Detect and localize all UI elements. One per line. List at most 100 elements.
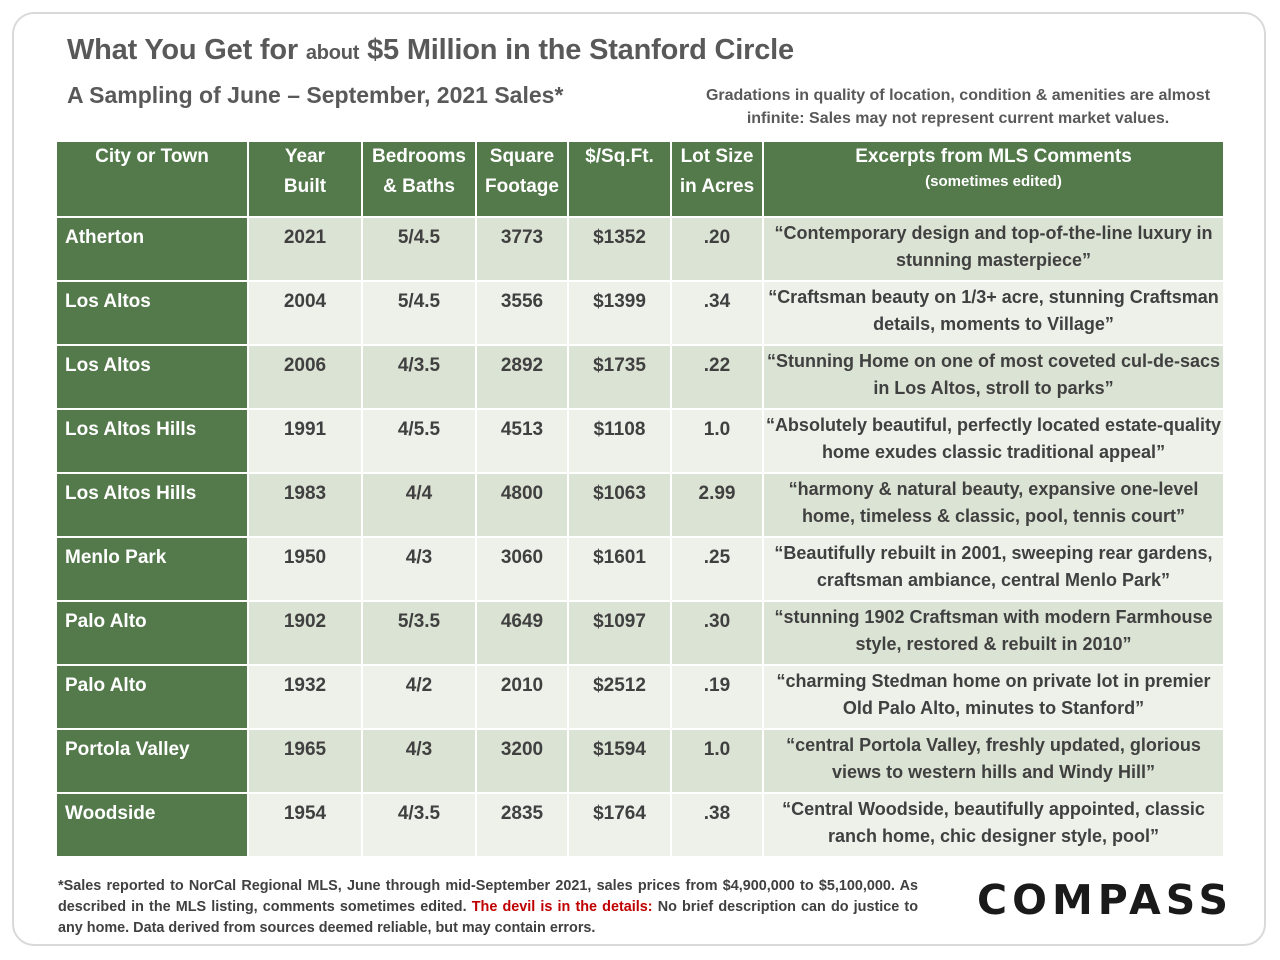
beds-baths-cell: 5/3.5 xyxy=(361,600,477,666)
sales-table: City or Town Year Built Bedrooms & Baths S… xyxy=(55,140,1225,858)
lot-size-cell: .22 xyxy=(670,344,764,410)
beds-baths-cell: 4/3.5 xyxy=(361,792,477,858)
price-per-sqft-cell: $1097 xyxy=(567,600,672,666)
lot-size-cell: .20 xyxy=(670,216,764,282)
slide-frame xyxy=(12,12,1266,946)
compass-logo: COMPASS xyxy=(977,876,1233,924)
city-cell: Atherton xyxy=(55,216,249,282)
title-part-2: about xyxy=(305,42,360,64)
year-cell: 1983 xyxy=(247,472,363,538)
header-city: City or Town xyxy=(55,140,249,218)
footnote-text-1: *Sales reported to NorCal Regional MLS, … xyxy=(58,878,918,915)
comment-cell: “Central Woodside, beautifully appointed… xyxy=(762,792,1225,858)
title-part-3: $5 Million in the Stanford Circle xyxy=(367,34,794,66)
price-per-sqft-cell: $1594 xyxy=(567,728,672,794)
table-row: Woodside 1954 4/3.5 2835 $1764.38 “Central Wo… xyxy=(55,792,1225,858)
square-footage-cell: 2010 xyxy=(475,664,569,730)
comment-cell: “Contemporary design and top-of-the-line… xyxy=(762,216,1225,282)
footnote-text-2: No brief description can do justice to a… xyxy=(58,899,918,936)
year-cell: 2004 xyxy=(247,280,363,346)
price-per-sqft-cell: $1601 xyxy=(567,536,672,602)
header-lot-size: Lot Size in Acres xyxy=(670,140,764,218)
year-cell: 2021 xyxy=(247,216,363,282)
year-cell: 1991 xyxy=(247,408,363,474)
year-cell: 1902 xyxy=(247,600,363,666)
city-cell: Los Altos xyxy=(55,344,249,410)
comment-cell: “harmony & natural beauty, expansive one… xyxy=(762,472,1225,538)
beds-baths-cell: 4/3 xyxy=(361,536,477,602)
price-per-sqft-cell: $1399 xyxy=(567,280,672,346)
beds-baths-cell: 4/3.5 xyxy=(361,344,477,410)
header-comments: Excerpts from MLS Comments (sometimes edi… xyxy=(762,140,1225,218)
table-row: Palo Alto 1932 4/2 2010 $2512.19 “charming St… xyxy=(55,664,1225,730)
city-cell: Los Altos Hills xyxy=(55,472,249,538)
city-cell: Portola Valley xyxy=(55,728,249,794)
beds-baths-cell: 4/4 xyxy=(361,472,477,538)
city-cell: Los Altos Hills xyxy=(55,408,249,474)
page-subtitle: A Sampling of June – September, 2021 Sal… xyxy=(67,82,564,108)
comment-cell: “Craftsman beauty on 1/3+ acre, stunning… xyxy=(762,280,1225,346)
beds-baths-cell: 5/4.5 xyxy=(361,280,477,346)
page-title: What You Get for about $5 Million in the… xyxy=(67,34,794,67)
square-footage-cell: 4649 xyxy=(475,600,569,666)
beds-baths-cell: 4/2 xyxy=(361,664,477,730)
beds-baths-cell: 4/3 xyxy=(361,728,477,794)
table-row: Menlo Park 1950 4/3 3060 $1601.25 “Beautifull… xyxy=(55,536,1225,602)
square-footage-cell: 4800 xyxy=(475,472,569,538)
comment-cell: “stunning 1902 Craftsman with modern Far… xyxy=(762,600,1225,666)
city-cell: Palo Alto xyxy=(55,600,249,666)
lot-size-cell: .38 xyxy=(670,792,764,858)
title-part-1: What You Get for xyxy=(67,34,298,66)
lot-size-cell: 2.99 xyxy=(670,472,764,538)
footnote-highlight: The devil is in the details: xyxy=(471,899,653,915)
table-row: Palo Alto 1902 5/3.5 4649 $1097.30 “stunning … xyxy=(55,600,1225,666)
comment-cell: “central Portola Valley, freshly updated… xyxy=(762,728,1225,794)
table-row: Los Altos 2006 4/3.5 2892 $1735.22 “Stunning … xyxy=(55,344,1225,410)
lot-size-cell: .30 xyxy=(670,600,764,666)
table-row: Portola Valley 1965 4/3 3200 $1594 1.0 “centra… xyxy=(55,728,1225,794)
year-cell: 1954 xyxy=(247,792,363,858)
square-footage-cell: 4513 xyxy=(475,408,569,474)
city-cell: Los Altos xyxy=(55,280,249,346)
city-cell: Palo Alto xyxy=(55,664,249,730)
beds-baths-cell: 5/4.5 xyxy=(361,216,477,282)
square-footage-cell: 2892 xyxy=(475,344,569,410)
comment-cell: “charming Stedman home on private lot in… xyxy=(762,664,1225,730)
price-per-sqft-cell: $1764 xyxy=(567,792,672,858)
comment-cell: “Stunning Home on one of most coveted cu… xyxy=(762,344,1225,410)
lot-size-cell: .25 xyxy=(670,536,764,602)
square-footage-cell: 3060 xyxy=(475,536,569,602)
footnote: *Sales reported to NorCal Regional MLS, … xyxy=(58,876,918,939)
table-header-row: City or Town Year Built Bedrooms & Baths S… xyxy=(55,140,1225,218)
price-per-sqft-cell: $1352 xyxy=(567,216,672,282)
table-row: Los Altos 2004 5/4.5 3556 $1399.34 “Craftsman… xyxy=(55,280,1225,346)
lot-size-cell: 1.0 xyxy=(670,408,764,474)
table-row: Los Altos Hills 1991 4/5.5 4513 $1108 1.0 “Abs… xyxy=(55,408,1225,474)
year-cell: 1932 xyxy=(247,664,363,730)
city-cell: Woodside xyxy=(55,792,249,858)
square-footage-cell: 3773 xyxy=(475,216,569,282)
price-per-sqft-cell: $1735 xyxy=(567,344,672,410)
header-price-per-sqft: $/Sq.Ft. xyxy=(567,140,672,218)
city-cell: Menlo Park xyxy=(55,536,249,602)
year-cell: 1965 xyxy=(247,728,363,794)
header-square-footage: Square Footage xyxy=(475,140,569,218)
lot-size-cell: 1.0 xyxy=(670,728,764,794)
year-cell: 2006 xyxy=(247,344,363,410)
header-year: Year Built xyxy=(247,140,363,218)
comment-cell: “Absolutely beautiful, perfectly located… xyxy=(762,408,1225,474)
comment-cell: “Beautifully rebuilt in 2001, sweeping r… xyxy=(762,536,1225,602)
price-per-sqft-cell: $2512 xyxy=(567,664,672,730)
beds-baths-cell: 4/5.5 xyxy=(361,408,477,474)
disclaimer-note: Gradations in quality of location, condi… xyxy=(705,87,1211,127)
price-per-sqft-cell: $1063 xyxy=(567,472,672,538)
header-beds-baths: Bedrooms & Baths xyxy=(361,140,477,218)
lot-size-cell: .19 xyxy=(670,664,764,730)
table-row: Los Altos Hills 1983 4/4 4800 $1063 2.99 “harm… xyxy=(55,472,1225,538)
year-cell: 1950 xyxy=(247,536,363,602)
square-footage-cell: 2835 xyxy=(475,792,569,858)
square-footage-cell: 3556 xyxy=(475,280,569,346)
price-per-sqft-cell: $1108 xyxy=(567,408,672,474)
lot-size-cell: .34 xyxy=(670,280,764,346)
table-row: Atherton 2021 5/4.5 3773 $1352.20 “Contempora… xyxy=(55,216,1225,282)
